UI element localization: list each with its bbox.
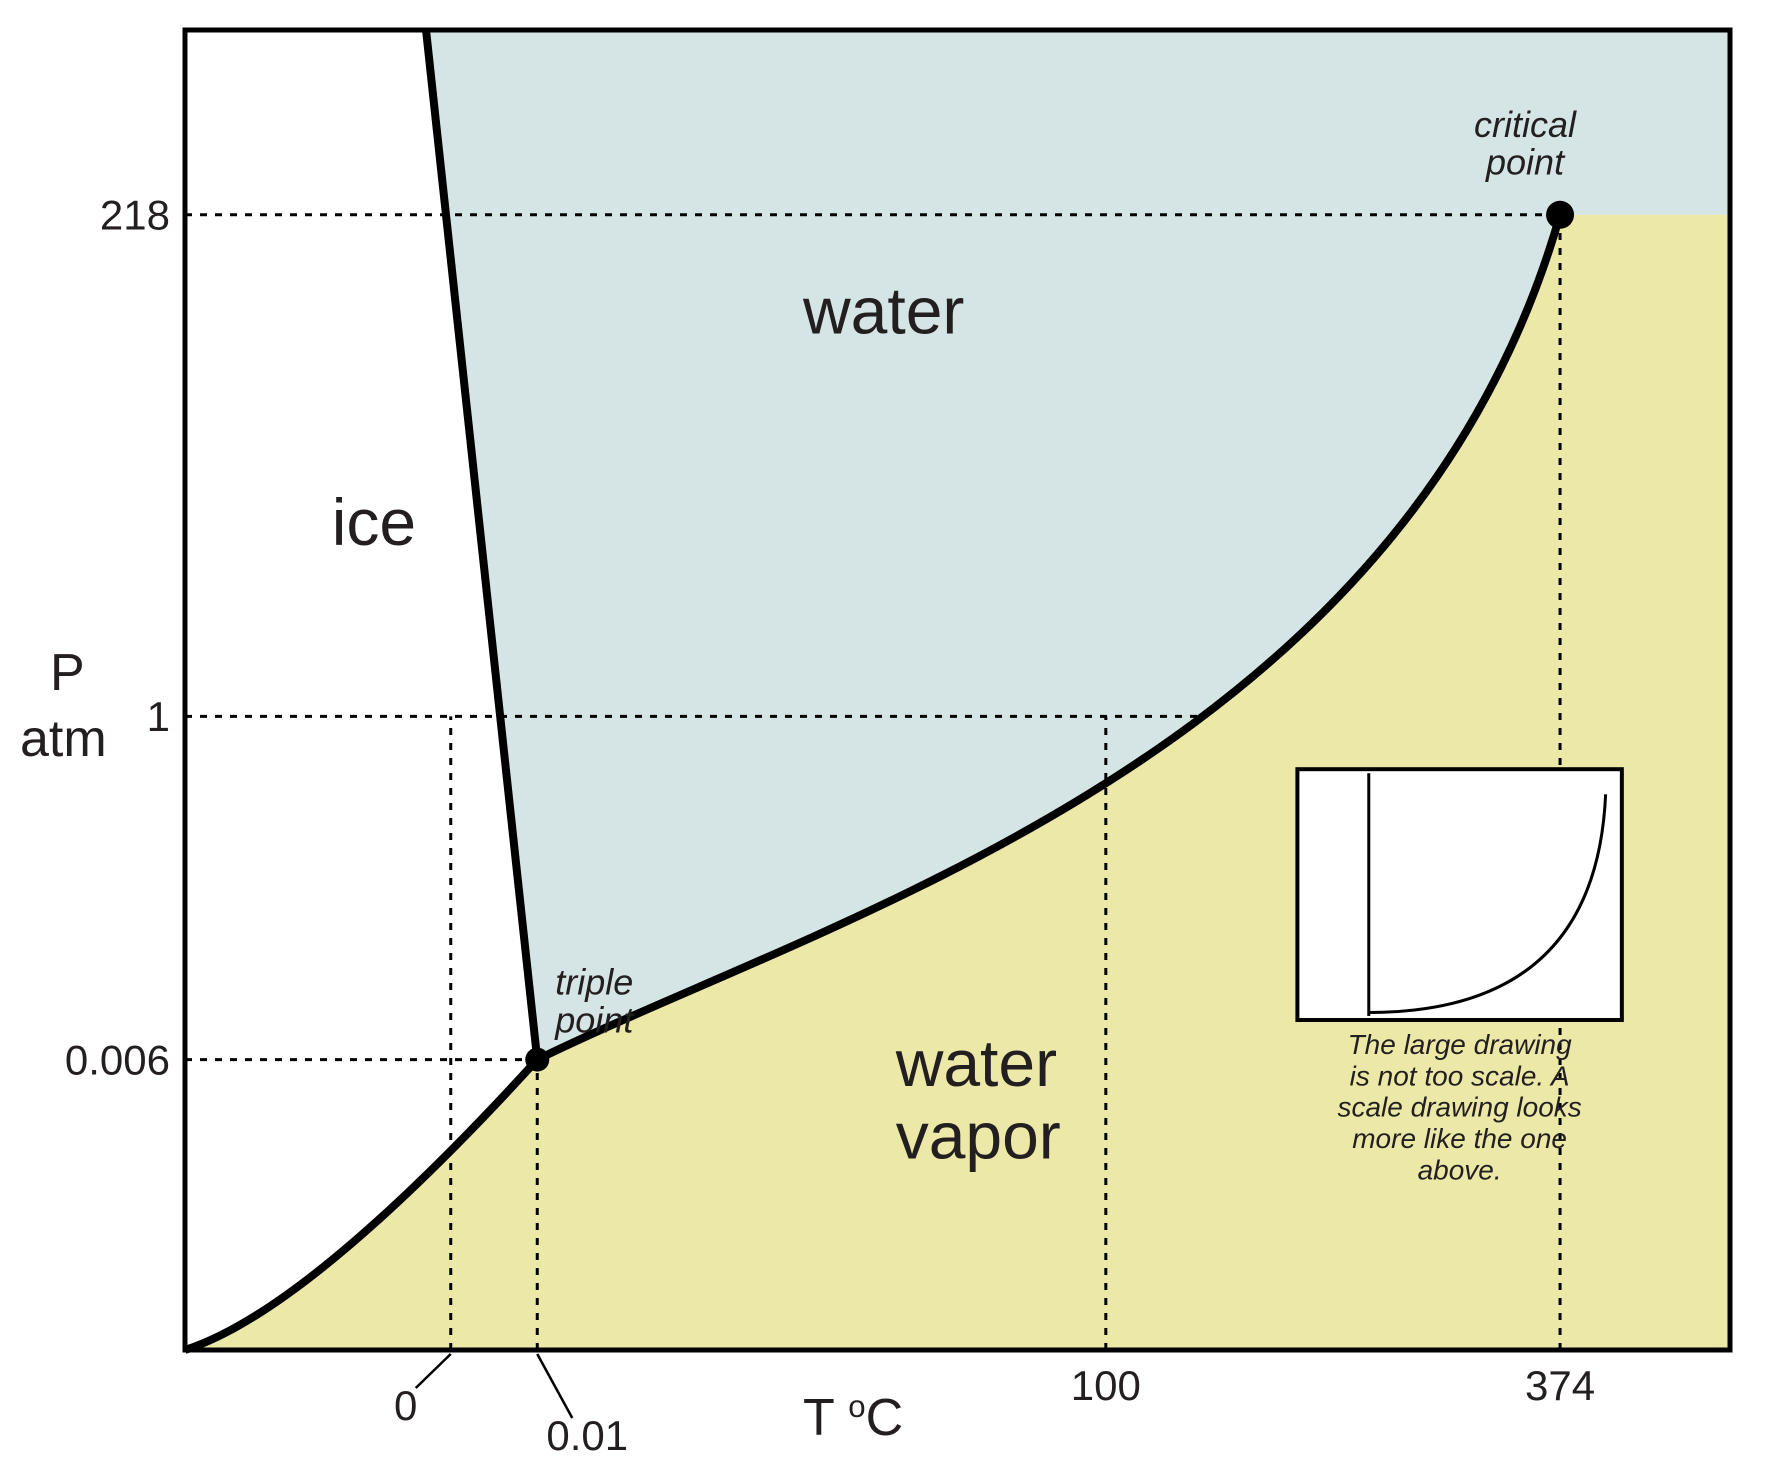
x-tick-0.01: 0.01 xyxy=(546,1412,628,1459)
label-critical-point: criticalpoint xyxy=(1474,104,1577,183)
y-axis-label-p: P xyxy=(50,644,85,702)
y-tick-218: 218 xyxy=(100,192,170,239)
label-water-vapor: watervapor xyxy=(895,1026,1061,1173)
diagram-svg: ice water watervapor triplepoint criticalpoi… xyxy=(0,0,1784,1460)
inset-box xyxy=(1297,769,1621,1020)
label-ice: ice xyxy=(332,485,416,559)
leader-001 xyxy=(537,1354,572,1418)
triple-point-marker xyxy=(525,1048,549,1072)
y-axis-label-atm: atm xyxy=(20,710,107,768)
x-tick-100: 100 xyxy=(1071,1362,1141,1409)
label-triple-point: triplepoint xyxy=(554,962,635,1041)
y-tick-1: 1 xyxy=(147,693,170,740)
label-water: water xyxy=(802,274,964,348)
leader-0 xyxy=(416,1354,451,1388)
x-tick-374: 374 xyxy=(1525,1362,1595,1409)
critical-point-marker xyxy=(1546,201,1574,229)
y-tick-0.006: 0.006 xyxy=(65,1036,170,1083)
phase-diagram: ice water watervapor triplepoint criticalpoi… xyxy=(0,0,1784,1460)
x-axis-label: T oC xyxy=(803,1389,903,1447)
x-tick-0: 0 xyxy=(394,1382,417,1429)
